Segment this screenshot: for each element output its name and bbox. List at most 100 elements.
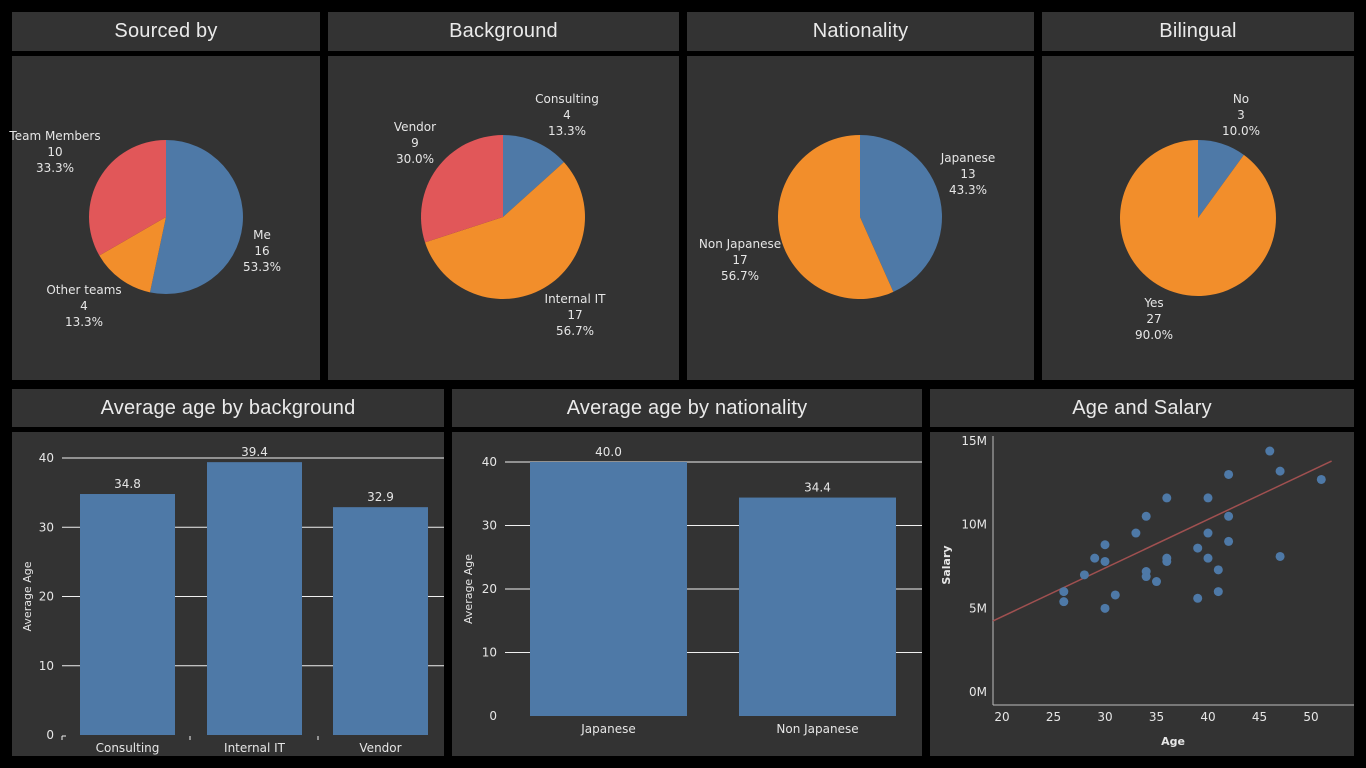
scatter-point-6[interactable] — [1100, 603, 1110, 613]
scatter-point-25[interactable] — [1224, 536, 1234, 546]
y-axis-label-age_nat: Average Age — [462, 554, 475, 624]
bar-value-label-age_bg-2: 32.9 — [367, 490, 394, 504]
pie-label-name-background-2: Vendor — [394, 120, 436, 134]
pie-label-pct-nationality-1: 56.7% — [721, 269, 759, 283]
panel-age-and-salary — [930, 432, 1354, 756]
pie-label-count-background-1: 17 — [567, 308, 582, 322]
pie-slice-sourced-2[interactable] — [89, 140, 166, 256]
scatter-point-3[interactable] — [1090, 553, 1100, 563]
pie-label-count-bilingual-1: 27 — [1146, 312, 1161, 326]
pie-slice-background-2[interactable] — [420, 134, 503, 243]
scatter-point-15[interactable] — [1162, 556, 1172, 566]
pie-slice-nationality-1[interactable] — [777, 135, 894, 299]
x-tick-age-salary-0: 20 — [994, 710, 1009, 724]
scatter-point-22[interactable] — [1213, 587, 1223, 597]
scatter-point-2[interactable] — [1079, 570, 1089, 580]
bar-age_nat-1[interactable] — [739, 497, 896, 716]
title-background: Background — [328, 12, 679, 51]
pie-label-count-sourced-2: 10 — [47, 145, 62, 159]
pie-label-count-background-0: 4 — [563, 108, 571, 122]
title-nationality: Nationality — [687, 12, 1034, 51]
x-tick-age-salary-4: 40 — [1200, 710, 1215, 724]
scatter-point-4[interactable] — [1100, 540, 1110, 550]
pie-label-pct-sourced-1: 13.3% — [65, 315, 103, 329]
scatter-point-8[interactable] — [1131, 528, 1141, 538]
bar-value-label-age_nat-0: 40.0 — [595, 445, 622, 459]
x-tick-age-salary-2: 30 — [1097, 710, 1112, 724]
x-axis-label-age-salary: Age — [1161, 735, 1185, 748]
pie-label-name-nationality-0: Japanese — [940, 151, 996, 165]
bar-value-label-age_bg-1: 39.4 — [241, 445, 268, 459]
scatter-point-26[interactable] — [1265, 446, 1275, 456]
bar-age_nat-0[interactable] — [530, 462, 687, 716]
y-tick-age_nat-1: 10 — [482, 646, 497, 660]
scatter-point-5[interactable] — [1100, 556, 1110, 566]
x-tick-age_bg-0: Consulting — [96, 741, 160, 755]
pie-label-pct-background-0: 13.3% — [548, 124, 586, 138]
pie-label-pct-bilingual-0: 10.0% — [1222, 124, 1260, 138]
pie-label-name-bilingual-1: Yes — [1143, 296, 1163, 310]
pie-label-name-background-1: Internal IT — [545, 292, 607, 306]
scatter-point-1[interactable] — [1059, 597, 1069, 607]
bar-age_bg-2[interactable] — [333, 507, 428, 735]
scatter-point-23[interactable] — [1224, 469, 1234, 479]
y-axis-label-age_bg: Average Age — [21, 561, 34, 631]
y-tick-age_nat-0: 0 — [489, 709, 497, 723]
pie-slice-background-1[interactable] — [425, 162, 585, 299]
y-tick-age_bg-1: 10 — [39, 659, 54, 673]
x-tick-age_bg-1: Internal IT — [224, 741, 286, 755]
pie-label-pct-background-2: 30.0% — [396, 152, 434, 166]
pie-label-pct-nationality-0: 43.3% — [949, 183, 987, 197]
scatter-point-24[interactable] — [1224, 511, 1234, 521]
pie-slice-bilingual-0[interactable] — [1198, 140, 1244, 218]
y-tick-age_bg-4: 40 — [39, 451, 54, 465]
scatter-point-29[interactable] — [1316, 474, 1326, 484]
y-tick-age_bg-2: 20 — [39, 590, 54, 604]
scatter-point-21[interactable] — [1213, 565, 1223, 575]
pie-slice-bilingual-1[interactable] — [1119, 140, 1276, 296]
pie-slice-background-0[interactable] — [503, 135, 564, 217]
scatter-point-19[interactable] — [1203, 528, 1213, 538]
y-axis-label-age-salary: Salary — [940, 545, 953, 584]
pie-label-count-sourced-0: 16 — [254, 244, 269, 258]
scatter-point-13[interactable] — [1162, 493, 1172, 503]
x-tick-age-salary-5: 45 — [1252, 710, 1267, 724]
scatter-point-11[interactable] — [1141, 572, 1151, 582]
x-tick-age-salary-1: 25 — [1046, 710, 1061, 724]
scatter-point-18[interactable] — [1203, 493, 1213, 503]
title-sourced-by: Sourced by — [12, 12, 320, 51]
pie-label-pct-background-1: 56.7% — [556, 324, 594, 338]
trend-line — [992, 460, 1332, 622]
scatter-point-7[interactable] — [1110, 590, 1120, 600]
scatter-point-9[interactable] — [1141, 511, 1151, 521]
y-tick-age-salary-2: 10M — [961, 518, 987, 532]
bar-age_bg-1[interactable] — [207, 462, 302, 735]
y-tick-age_nat-2: 20 — [482, 582, 497, 596]
scatter-point-12[interactable] — [1152, 577, 1161, 587]
pie-label-name-sourced-0: Me — [253, 228, 271, 242]
x-tick-age_nat-1: Non Japanese — [776, 722, 858, 736]
pie-slice-sourced-1[interactable] — [99, 217, 166, 293]
title-age-by-background: Average age by background — [12, 389, 444, 427]
pie-slice-nationality-0[interactable] — [860, 135, 942, 292]
bar-value-label-age_bg-0: 34.8 — [114, 477, 141, 491]
x-tick-age-salary-6: 50 — [1303, 710, 1318, 724]
scatter-point-27[interactable] — [1275, 466, 1285, 476]
title-age-and-salary: Age and Salary — [930, 389, 1354, 427]
bar-value-label-age_nat-1: 34.4 — [804, 481, 831, 495]
y-tick-age_nat-4: 40 — [482, 455, 497, 469]
scatter-point-20[interactable] — [1203, 553, 1213, 563]
scatter-point-16[interactable] — [1193, 593, 1203, 603]
title-bilingual: Bilingual — [1042, 12, 1354, 51]
y-tick-age-salary-3: 15M — [961, 434, 987, 448]
scatter-point-0[interactable] — [1059, 587, 1069, 597]
x-tick-age_nat-0: Japanese — [580, 722, 636, 736]
pie-label-pct-bilingual-1: 90.0% — [1135, 328, 1173, 342]
pie-slice-sourced-0[interactable] — [149, 140, 243, 294]
scatter-point-28[interactable] — [1275, 551, 1285, 561]
y-tick-age_bg-3: 30 — [39, 520, 54, 534]
bar-age_bg-0[interactable] — [80, 494, 175, 735]
scatter-point-17[interactable] — [1193, 543, 1203, 553]
pie-label-pct-sourced-0: 53.3% — [243, 260, 281, 274]
y-tick-age_nat-3: 30 — [482, 519, 497, 533]
